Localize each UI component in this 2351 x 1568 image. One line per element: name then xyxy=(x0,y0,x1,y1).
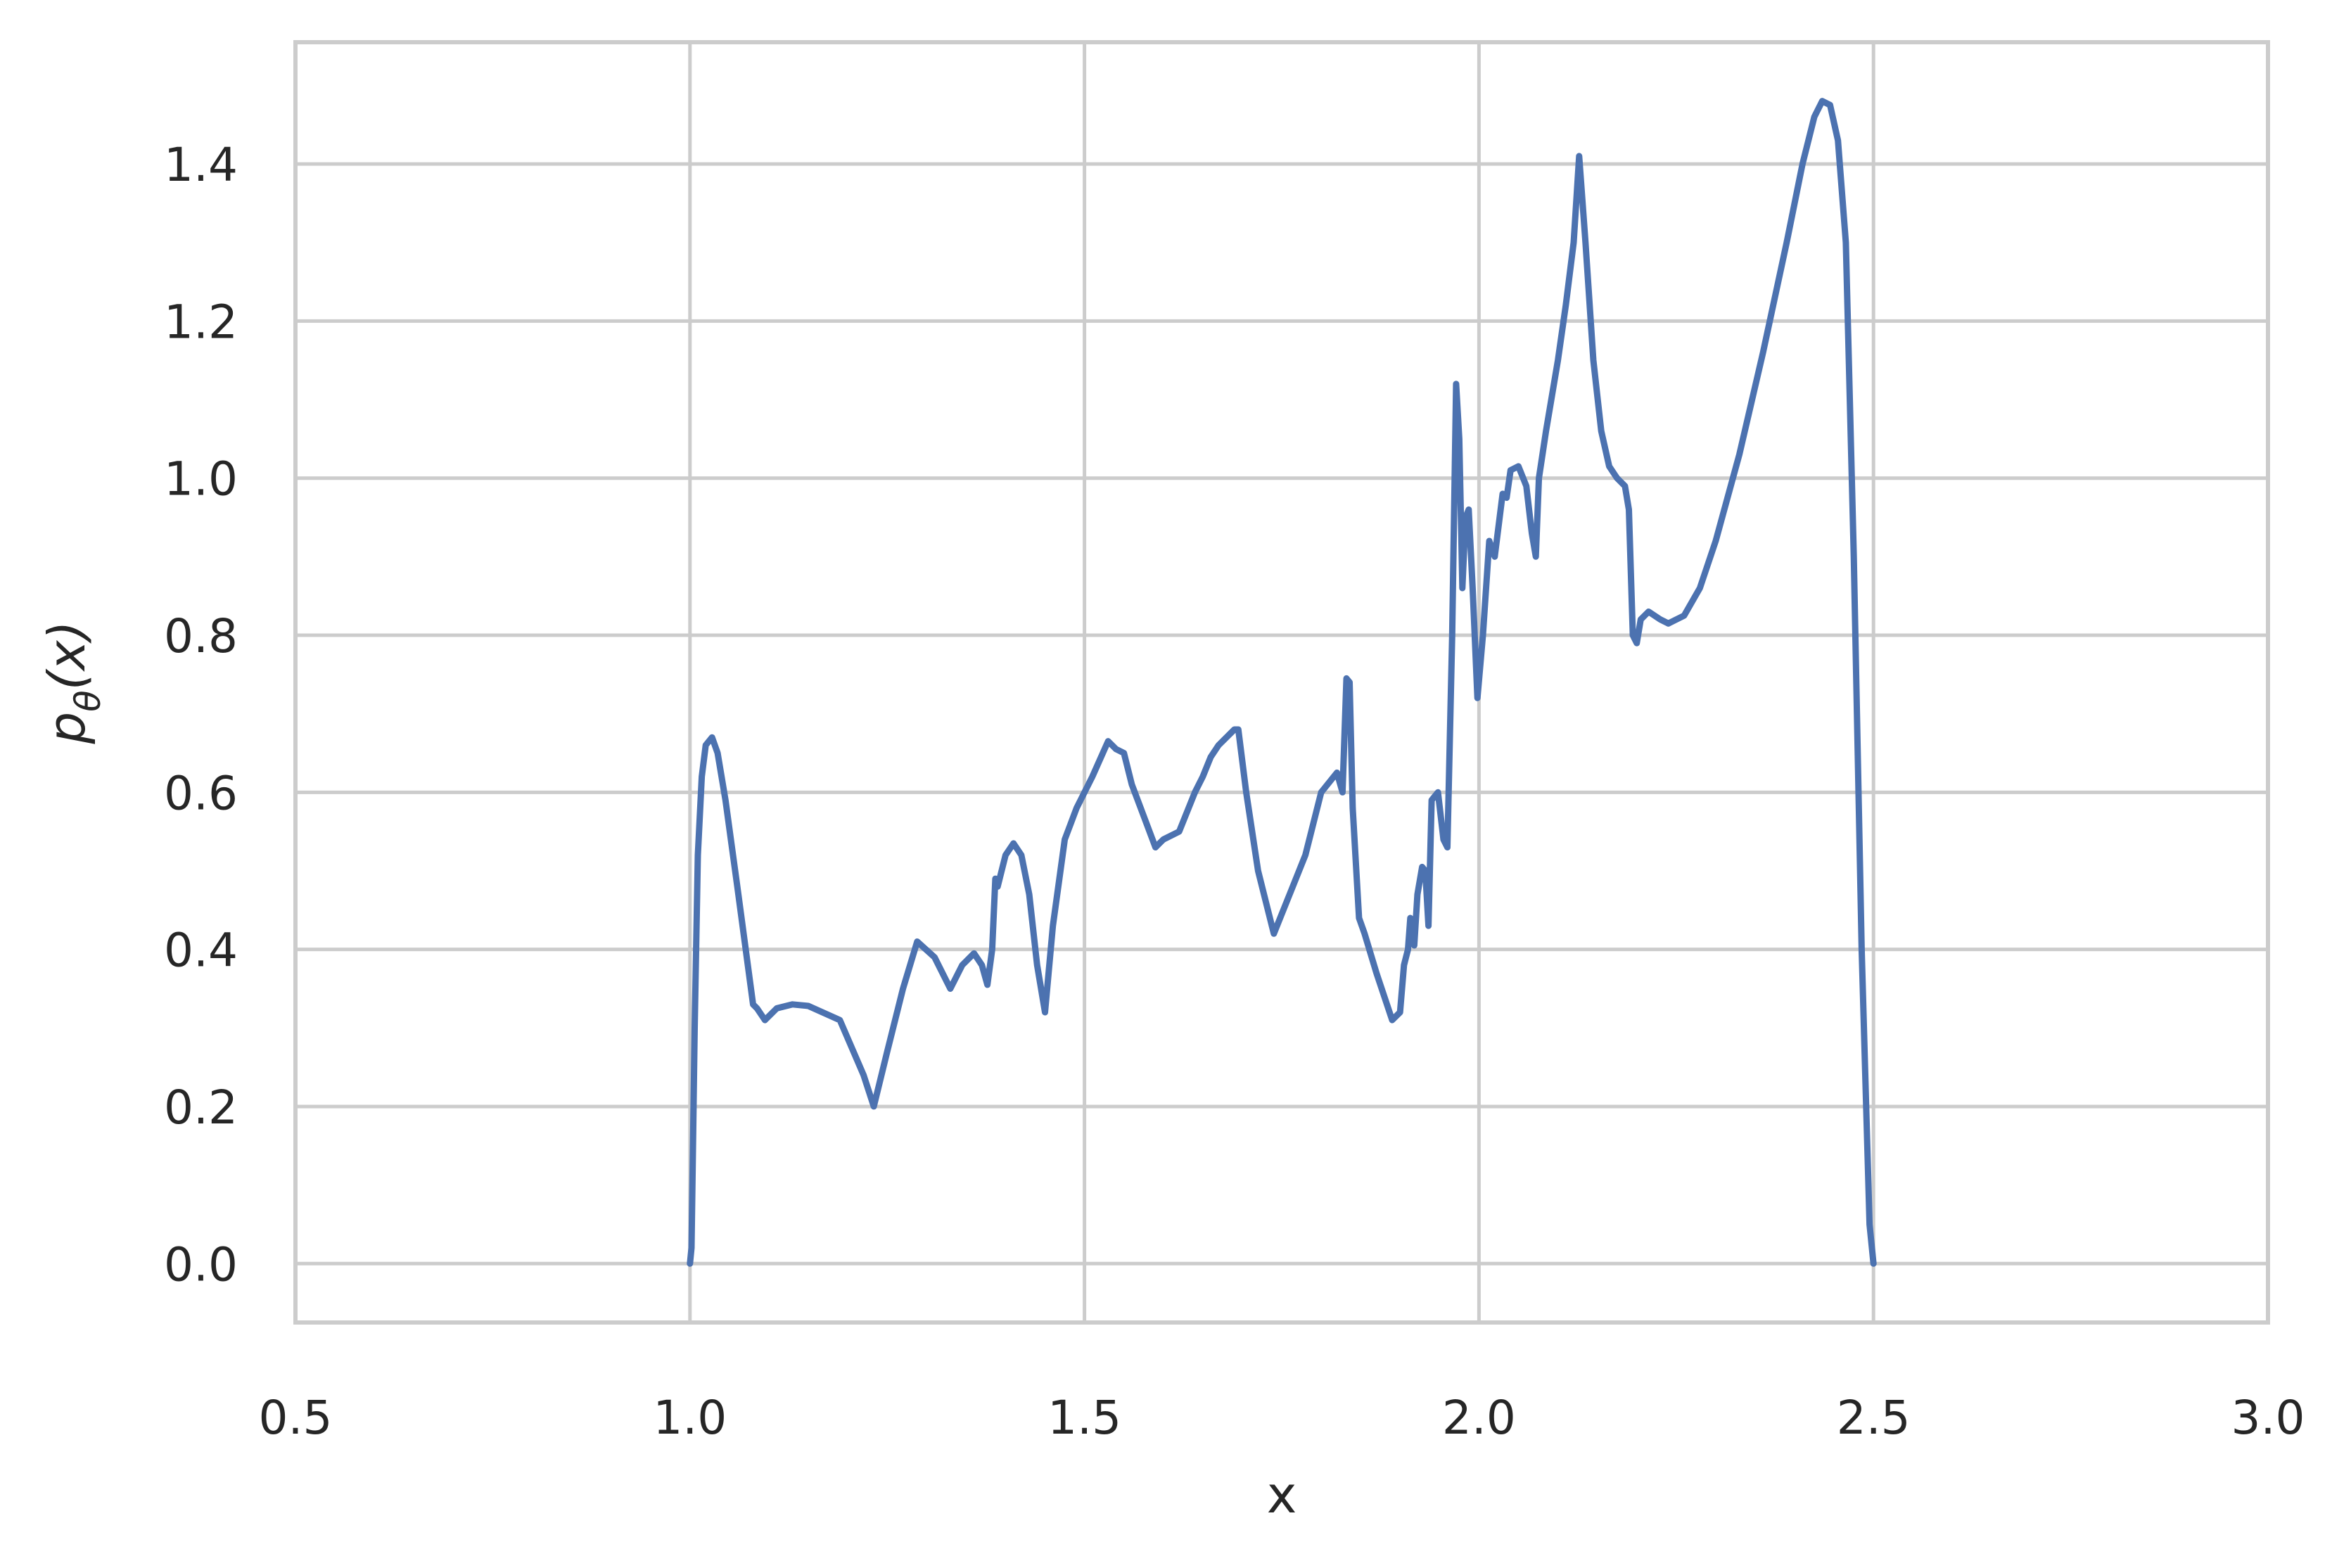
y-tick-label: 0.4 xyxy=(164,924,238,978)
y-tick-label: 1.2 xyxy=(164,295,238,349)
grid-lines xyxy=(293,42,2270,1322)
x-tick-label: 1.0 xyxy=(653,1391,727,1445)
y-axis-label-subscript: θ xyxy=(68,690,108,712)
x-tick-label: 2.0 xyxy=(1442,1391,1516,1445)
density-series-line xyxy=(687,98,1877,1267)
x-tick-label: 1.5 xyxy=(1047,1391,1121,1445)
x-axis-label: x xyxy=(1267,1465,1297,1524)
y-tick-label: 0.2 xyxy=(164,1081,238,1135)
series-layer xyxy=(687,98,1877,1267)
y-axis-label: pθ(x) xyxy=(37,620,108,744)
plot-frame xyxy=(293,40,2270,1325)
y-tick-label: 0.8 xyxy=(164,609,238,663)
y-tick-label: 1.0 xyxy=(164,452,238,506)
y-tick-label: 0.0 xyxy=(164,1237,238,1292)
y-axis-label-argument: (x) xyxy=(37,620,96,690)
y-tick-label: 0.6 xyxy=(164,766,238,820)
x-tick-label: 3.0 xyxy=(2231,1391,2305,1445)
x-tick-label: 0.5 xyxy=(259,1391,333,1445)
y-tick-label: 1.4 xyxy=(164,138,238,192)
y-axis-label-p: p xyxy=(37,712,96,745)
y-tick-labels: 0.0 0.2 0.4 0.6 0.8 1.0 1.2 1.4 xyxy=(164,138,238,1292)
x-tick-labels: 0.5 1.0 1.5 2.0 2.5 3.0 xyxy=(259,1391,2305,1445)
x-tick-label: 2.5 xyxy=(1837,1391,1911,1445)
